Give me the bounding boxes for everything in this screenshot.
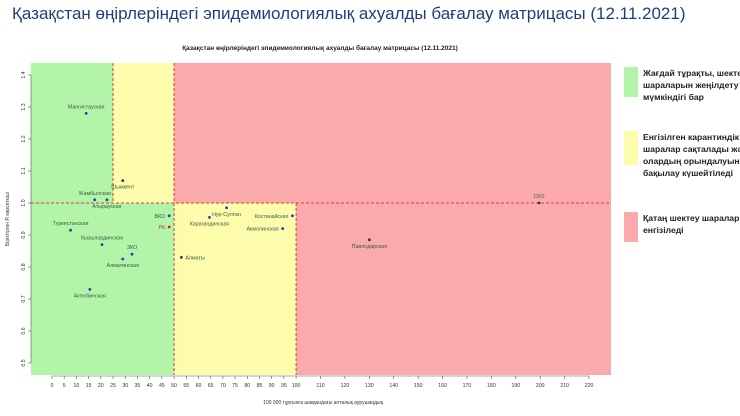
data-point bbox=[167, 225, 171, 229]
x-tick-label: 60 bbox=[196, 383, 202, 389]
x-tick-label: 55 bbox=[183, 383, 189, 389]
zone-rect bbox=[31, 63, 114, 375]
x-tick-label: 10 bbox=[74, 383, 80, 389]
data-point bbox=[167, 214, 171, 218]
y-tick-label: 1.0 bbox=[21, 199, 27, 206]
x-tick-label: 50 bbox=[171, 383, 177, 389]
zone-rect bbox=[113, 203, 175, 375]
data-point bbox=[121, 179, 125, 183]
zone-rect bbox=[296, 203, 611, 375]
x-tick-label: 5 bbox=[63, 383, 66, 389]
x-axis-label: 100 000 тұрғынға шаққандағы апталық ауру… bbox=[263, 400, 383, 406]
slide-title: Қазақстан өңірлеріндегі эпидемиологиялық… bbox=[12, 4, 686, 23]
x-tick-label: 0 bbox=[51, 383, 54, 389]
x-tick-label: 80 bbox=[244, 383, 250, 389]
x-tick-label: 100 bbox=[292, 383, 301, 389]
data-point bbox=[69, 228, 72, 232]
data-point bbox=[93, 198, 97, 202]
y-tick-label: 0.7 bbox=[21, 295, 27, 302]
legend-item: Енгізілген карантиндік шаралар сақталады… bbox=[624, 131, 740, 179]
y-tick-label: 1.2 bbox=[21, 135, 27, 142]
y-tick-label: 1.4 bbox=[21, 71, 27, 78]
data-point bbox=[88, 288, 92, 291]
zone-rect bbox=[174, 203, 297, 375]
x-tick-label: 120 bbox=[341, 383, 350, 389]
data-point bbox=[130, 252, 134, 256]
y-tick-label: 0.5 bbox=[21, 359, 27, 366]
x-tick-label: 130 bbox=[365, 383, 374, 389]
x-tick-label: 75 bbox=[232, 383, 238, 389]
point-label: Костанайская bbox=[255, 213, 289, 220]
x-tick-label: 110 bbox=[316, 383, 324, 389]
x-tick-label: 190 bbox=[511, 383, 520, 389]
x-tick-label: 95 bbox=[281, 383, 287, 389]
data-point bbox=[225, 206, 228, 210]
data-point bbox=[281, 227, 285, 231]
point-label: Атырауская bbox=[92, 204, 121, 210]
y-tick-label: 0.9 bbox=[21, 231, 27, 238]
x-tick-label: 170 bbox=[463, 383, 472, 389]
x-tick-label: 40 bbox=[147, 383, 153, 389]
legend-swatch bbox=[624, 131, 638, 165]
x-tick-label: 150 bbox=[414, 383, 423, 389]
legend-item: Қатаң шектеу шаралары енгізіледі bbox=[624, 212, 740, 242]
legend-text: Енгізілген карантиндік шаралар сақталады… bbox=[643, 132, 740, 178]
x-tick-label: 35 bbox=[135, 383, 141, 389]
point-label: Акмолинская bbox=[246, 227, 278, 233]
point-label: Алматы bbox=[185, 255, 205, 261]
data-point bbox=[367, 238, 371, 242]
point-label: Нур-Султан bbox=[212, 212, 241, 218]
data-point bbox=[121, 257, 125, 261]
legend-swatch bbox=[624, 212, 638, 242]
x-tick-label: 140 bbox=[389, 383, 398, 389]
legend-text: Қатаң шектеу шаралары енгізіледі bbox=[643, 213, 740, 235]
y-tick-label: 1.1 bbox=[21, 167, 27, 174]
x-tick-label: 85 bbox=[257, 383, 263, 389]
point-label: СКО bbox=[533, 194, 544, 200]
y-axis-label: Біріктірген R көрсеткіші bbox=[5, 192, 11, 246]
y-tick-label: 0.6 bbox=[21, 327, 27, 334]
x-tick-label: 25 bbox=[110, 383, 116, 389]
point-label: Жамбылская bbox=[79, 191, 111, 197]
x-tick-label: 45 bbox=[159, 383, 165, 389]
y-tick-label: 1.3 bbox=[21, 103, 27, 110]
point-label: ВКО bbox=[154, 214, 165, 220]
x-tick-label: 200 bbox=[536, 383, 545, 389]
point-label: Алматинская bbox=[107, 263, 139, 269]
data-point bbox=[208, 216, 211, 219]
point-label: Мангистауская bbox=[68, 104, 105, 110]
point-label: Карагандинская bbox=[190, 221, 230, 227]
data-point bbox=[100, 243, 104, 247]
data-point bbox=[179, 256, 183, 259]
data-point bbox=[84, 112, 88, 115]
x-tick-label: 30 bbox=[122, 383, 128, 389]
x-tick-label: 160 bbox=[438, 383, 447, 389]
point-label: ЗКО bbox=[127, 245, 137, 251]
point-label: Актюбинская bbox=[74, 293, 106, 299]
legend-item: Жағдай тұрақты, шектеу шараларын жеңілде… bbox=[624, 67, 740, 103]
x-tick-label: 220 bbox=[585, 383, 594, 389]
x-tick-label: 65 bbox=[208, 383, 214, 389]
x-tick-label: 210 bbox=[560, 383, 569, 389]
x-tick-label: 90 bbox=[269, 383, 275, 389]
y-tick-label: 0.8 bbox=[21, 263, 27, 270]
point-label: Павлодарская bbox=[352, 244, 387, 250]
data-point bbox=[291, 214, 294, 218]
point-label: РК bbox=[159, 225, 167, 231]
legend-swatch bbox=[624, 67, 638, 97]
data-point bbox=[537, 201, 541, 205]
x-tick-label: 20 bbox=[98, 383, 104, 389]
chart-title: Қазақстан өңірлеріндегі эпидемиологиялық… bbox=[182, 44, 458, 52]
zone-rect bbox=[113, 63, 175, 203]
x-tick-label: 180 bbox=[487, 383, 496, 389]
x-tick-label: 15 bbox=[86, 383, 92, 389]
legend-text: Жағдай тұрақты, шектеу шараларын жеңілде… bbox=[643, 68, 740, 102]
x-tick-label: 70 bbox=[220, 383, 226, 389]
point-label: Түркестанская bbox=[53, 221, 89, 227]
zone-rect bbox=[174, 63, 612, 203]
data-point bbox=[105, 198, 109, 202]
point-label: Шымкент bbox=[111, 185, 135, 191]
point-label: Кызылординская bbox=[81, 236, 123, 242]
